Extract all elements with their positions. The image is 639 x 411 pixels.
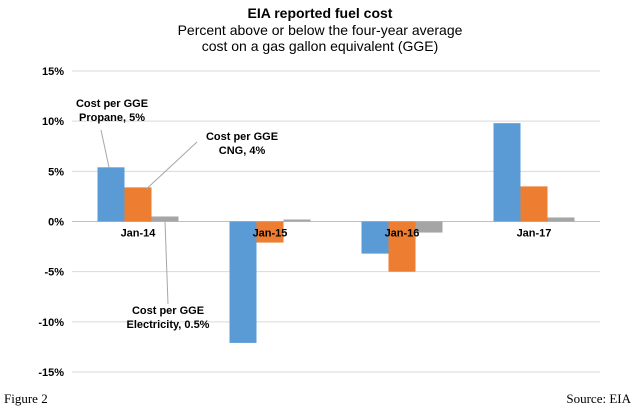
bar-propane-jan-15 [229,221,257,343]
annotations: Cost per GGE Propane, 5% Cost per GGE CNG, … [76,98,278,331]
annotation-text: Cost per GGE [132,305,204,317]
x-category-label: Jan-17 [517,228,552,240]
annotation-text: Cost per GGE [206,131,278,143]
annotation-text: CNG, 4% [219,145,266,157]
figure-label: Figure 2 [4,391,48,406]
annotation-text: Propane, 5% [79,112,145,124]
annotation-leader-line [145,141,198,190]
annotation-text: Electricity, 0.5% [127,319,210,331]
annotation-leader-line [100,129,110,168]
y-tick-label: 5% [48,166,64,178]
y-tick-label: -10% [38,317,64,329]
annotation-text: Cost per GGE [76,98,148,110]
y-tick-label: 15% [42,66,64,78]
bar-cng-jan-14 [124,187,152,222]
chart-subtitle-line-2: cost on a gas gallon equivalent (GGE) [202,38,439,54]
bar-cng-jan-15 [256,221,284,243]
bar-propane-jan-17 [493,123,521,222]
bar-electricity-jan-16 [415,221,443,233]
x-axis-category-labels: Jan-14 Jan-15 Jan-16 Jan-17 [121,228,552,240]
bar-electricity-jan-14 [151,216,179,222]
y-tick-label: 10% [42,116,64,128]
bar-electricity-jan-17 [547,217,575,222]
x-category-label: Jan-16 [385,228,420,240]
source-label: Source: EIA [566,391,631,406]
chart-subtitle-line-1: Percent above or below the four-year ave… [178,22,463,38]
y-tick-label: -5% [44,267,64,279]
y-axis-tick-labels: -15% -10% -5% 0% 5% 10% 15% [38,66,64,379]
bar-propane-jan-16 [361,221,389,254]
annotation-leader-line [164,221,169,305]
bar-electricity-jan-15 [283,219,311,222]
y-tick-label: -15% [38,367,64,379]
bar-cng-jan-17 [520,186,548,222]
bars [97,123,575,343]
bar-cng-jan-16 [388,221,416,272]
y-tick-label: 0% [48,217,64,229]
x-category-label: Jan-15 [253,228,288,240]
x-category-label: Jan-14 [121,228,157,240]
chart-title: EIA reported fuel cost [248,5,393,21]
bar-propane-jan-14 [97,167,125,222]
